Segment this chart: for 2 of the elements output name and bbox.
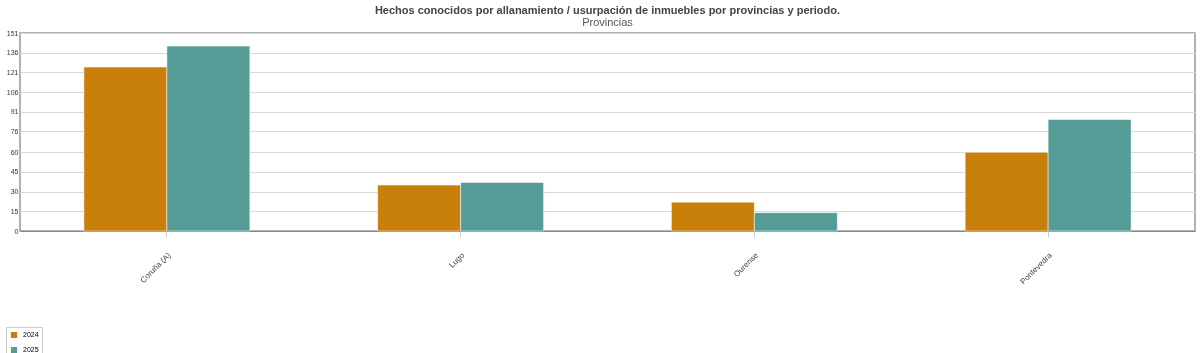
chart-subtitle: Provincias: [582, 16, 634, 28]
chart-title: Hechos conocidos por allanamiento / usurpación de inmuebles por provincias y periodo.: [374, 4, 841, 16]
